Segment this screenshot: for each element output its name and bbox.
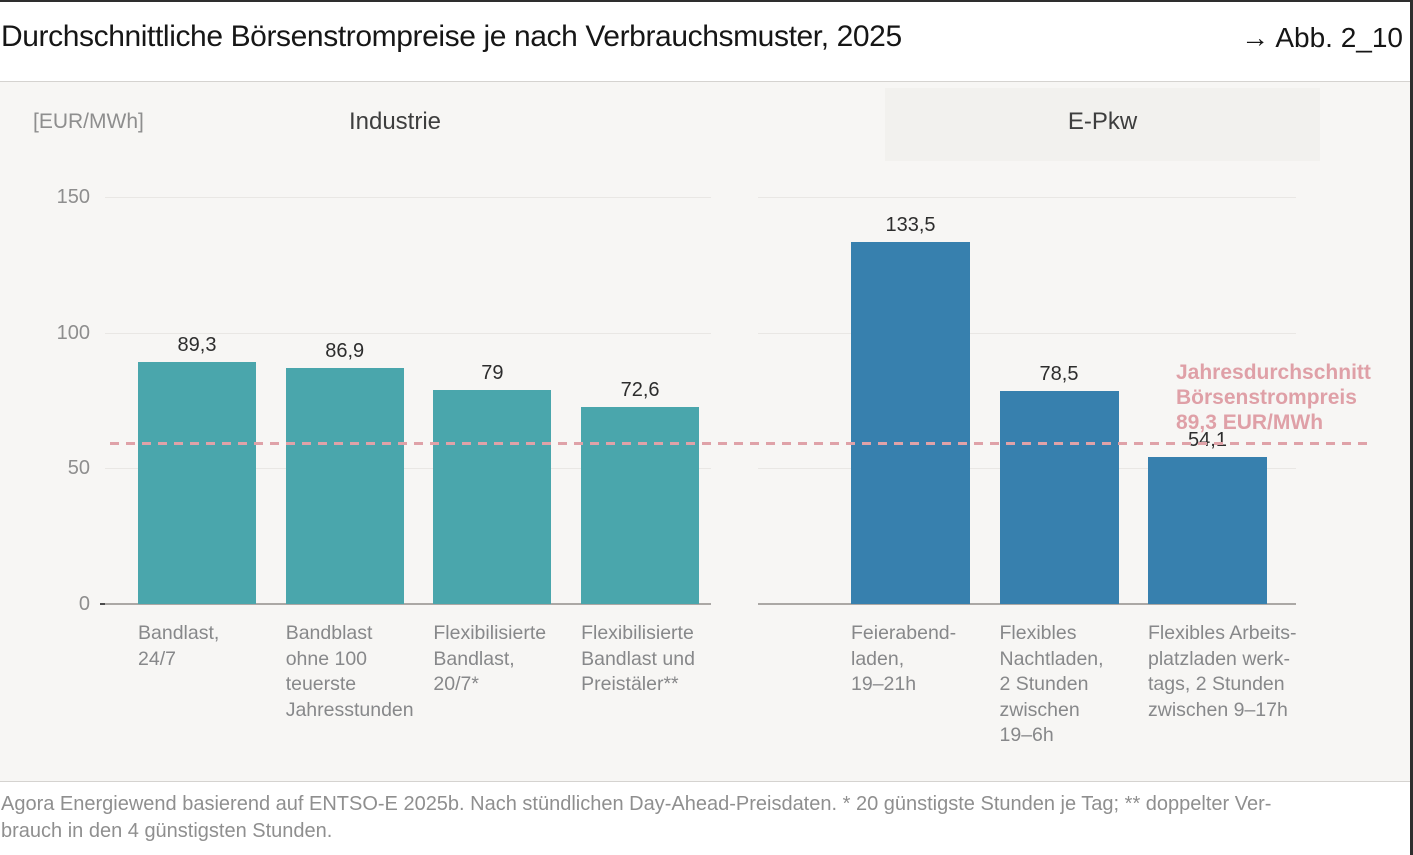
gridline — [105, 196, 711, 198]
top-border — [0, 0, 1413, 2]
bar-category-label: Bandlast, 24/7 — [138, 621, 219, 672]
reference-dashed-line — [110, 442, 1367, 445]
y-tick-label: 0 — [78, 593, 90, 615]
y-tick-label: 150 — [56, 185, 90, 208]
chart-area: [EUR/MWh] Industrie E-Pkw 0 50 100 150 89,3 B… — [0, 82, 1413, 781]
y-tick-label: 100 — [56, 321, 90, 344]
bar-category-label-line: 2 Stunden — [999, 673, 1089, 695]
bar-value-label: 133,5 — [885, 213, 936, 236]
bar-category-label-line: Bandblast — [285, 622, 373, 644]
bar-category-label-line: Flexibilisierte — [433, 622, 547, 644]
bar-category-label: Flexibles Nachtladen, 2 Stunden zwischen 19–… — [1000, 621, 1104, 749]
bar-value-label: 78,5 — [1039, 362, 1079, 385]
bar-category-label-line: Feierabend- — [851, 622, 957, 644]
footer-divider — [0, 781, 1413, 782]
bar-category-label-line: Flexibilisierte — [581, 622, 694, 644]
gridline — [105, 468, 711, 470]
bar-category-label-line: Bandlast und — [581, 647, 695, 670]
bar-category-label: Bandblast ohne 100 teuerste Jahresstunden — [286, 621, 414, 723]
bar-value-label: 89,3 — [177, 333, 217, 356]
y-axis-unit-label: [EUR/MWh] — [33, 110, 144, 133]
bar-category-label-line: Nachtladen, — [999, 647, 1104, 670]
gridline — [758, 196, 1296, 198]
bar-category-label-line: Preistäler** — [581, 673, 679, 695]
bar-category-label-line: zwischen — [999, 698, 1080, 721]
figure-reference: → Abb. 2_10 — [1241, 22, 1403, 53]
bar-category-label-line: Jahresstunden — [285, 698, 414, 721]
bar-category-label-line: ohne 100 — [285, 647, 368, 670]
bar: 79 — [433, 362, 552, 604]
bar-value-label: 86,9 — [325, 340, 365, 363]
bar-category-label: Feierabend-laden, 19–21h — [851, 621, 956, 698]
bar-category-label-line: 20/7* — [433, 673, 479, 695]
gridline — [105, 332, 711, 334]
bar-value-label: 72,6 — [620, 378, 660, 401]
bar: 78,5 — [999, 363, 1119, 604]
bar-category-label-line: Flexibles — [999, 622, 1077, 644]
bar-category-label-line: platzladen werk- — [1148, 647, 1290, 670]
bar-category-label-line: 19–21h — [851, 673, 917, 695]
bar-category-label-line: tags, 2 Stunden — [1148, 673, 1285, 695]
header-divider — [0, 81, 1413, 82]
bar-category-label-line: laden, — [851, 647, 905, 670]
source-note-line: brauch in den 4 günstigsten Stunden. — [1, 820, 333, 842]
gridline — [758, 332, 1296, 334]
source-note: Agora Energiewend basierend auf ENTSO-E … — [1, 791, 1396, 845]
panel-title-industrie: Industrie — [348, 108, 442, 135]
bar-value-label: 54,1 — [1188, 429, 1227, 452]
annotation-line: 89,3 EUR/MWh — [1176, 411, 1324, 434]
annotation-line: Börsenstrompreis — [1176, 386, 1357, 409]
bar-category-label: Flexibilisierte Bandlast, 20/7* — [433, 621, 546, 698]
bar-category-label-line: zwischen 9–17h — [1148, 698, 1288, 721]
bar-category-label-line: 19–6h — [999, 724, 1054, 746]
bar: 72,6 — [581, 379, 700, 604]
epkw-header-box — [885, 88, 1320, 161]
bar-category-label: Flexibles Arbeits-platzladen werk-tags, … — [1148, 621, 1296, 723]
bar-category-label-line: 24/7 — [138, 647, 176, 670]
bar-category-label-line: Flexibles Arbeits- — [1148, 622, 1297, 644]
x-axis-baseline — [758, 603, 1296, 605]
bar-category-label: Flexibilisierte Bandlast und Preistäler** — [581, 621, 695, 698]
bar: 86,9 — [285, 340, 404, 604]
right-border — [1410, 0, 1413, 855]
source-note-line: Agora Energiewend basierend auf ENTSO-E … — [1, 793, 1272, 815]
bar-category-label-line: teuerste — [285, 673, 357, 695]
bar-category-label-line: Bandlast, — [433, 647, 515, 670]
panel-title-epkw: E-Pkw — [1067, 108, 1138, 135]
y-tick-label: 50 — [67, 457, 90, 480]
x-axis-baseline — [105, 603, 711, 605]
bar: 89,3 — [138, 334, 256, 604]
bar: 54,1 — [1148, 429, 1267, 604]
bar-value-label: 79 — [481, 361, 504, 384]
bar: 133,5 — [851, 214, 970, 604]
reference-line-annotation: Jahresdurchschnitt Börsenstrompreis 89,3… — [1176, 360, 1371, 435]
page-title: Durchschnittliche Börsenstrompreise je n… — [1, 20, 902, 53]
annotation-line: Jahresdurchschnitt — [1176, 361, 1371, 384]
bar-category-label-line: Bandlast, — [138, 622, 220, 644]
